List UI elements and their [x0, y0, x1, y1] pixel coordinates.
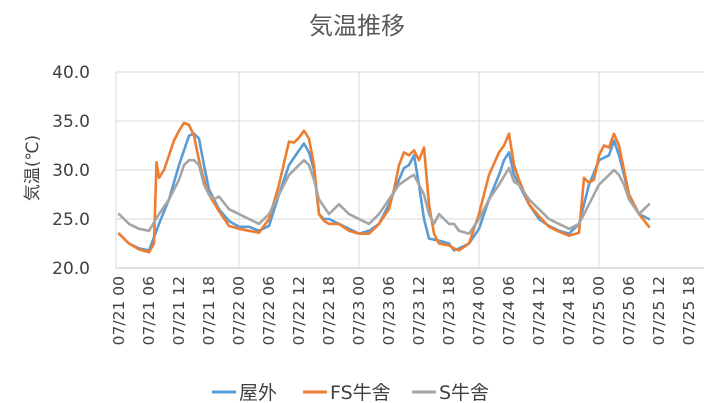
legend-label: S牛舎: [439, 382, 489, 403]
x-tick-label: 07/25 18: [680, 276, 698, 345]
series-line-1: [117, 132, 651, 252]
x-tick-label: 07/25 00: [590, 276, 608, 345]
x-tick-label: 07/22 18: [320, 276, 338, 345]
x-tick-label: 07/24 18: [560, 276, 578, 345]
y-tick-label: 30.0: [52, 161, 90, 181]
x-tick-label: 07/23 18: [440, 276, 458, 345]
x-tick-label: 07/21 18: [200, 276, 218, 345]
x-tick-label: 07/24 00: [470, 276, 488, 345]
x-tick-label: 07/23 00: [350, 276, 368, 345]
legend-label: 屋外: [239, 382, 277, 403]
gridlines: [115, 71, 704, 269]
y-tick-label: 20.0: [52, 259, 90, 279]
y-axis-label: 気温(℃): [23, 135, 43, 201]
x-tick-label: 07/22 06: [260, 276, 278, 345]
x-tick-label: 07/25 12: [650, 276, 668, 345]
legend-label: FS牛舎: [330, 382, 391, 403]
y-axis-ticks: 20.0 25.0 30.0 35.0 40.0: [52, 63, 90, 279]
series-line-3: [117, 158, 651, 235]
legend: 屋外 FS牛舎 S牛舎: [212, 382, 489, 403]
x-tick-label: 07/24 06: [500, 276, 518, 345]
y-tick-label: 35.0: [52, 112, 90, 132]
y-tick-label: 40.0: [52, 63, 90, 83]
x-tick-label: 07/21 12: [170, 276, 188, 345]
x-tick-label: 07/23 06: [380, 276, 398, 345]
series-line-2: [117, 121, 651, 254]
x-tick-label: 07/22 00: [230, 276, 248, 345]
y-tick-label: 25.0: [52, 210, 90, 230]
x-axis-ticks: 07/21 00 07/21 06 07/21 12 07/21 18 07/22 00…: [110, 276, 698, 345]
x-tick-label: 07/24 12: [530, 276, 548, 345]
x-tick-label: 07/23 12: [410, 276, 428, 345]
x-tick-label: 07/25 06: [620, 276, 638, 345]
x-tick-label: 07/21 00: [110, 276, 128, 345]
x-tick-label: 07/21 06: [140, 276, 158, 345]
x-tick-label: 07/22 12: [290, 276, 308, 345]
chart-title: 気温推移: [309, 12, 405, 40]
series-lines: [117, 121, 651, 254]
